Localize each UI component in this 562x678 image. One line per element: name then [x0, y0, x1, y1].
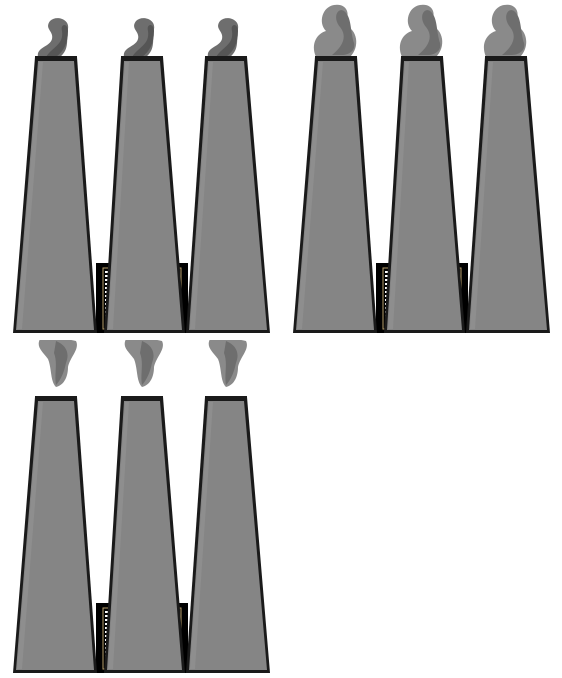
smoke-puff-1: [38, 340, 77, 387]
smokestack-2: [104, 396, 185, 673]
smokestack-frame-3: [10, 340, 280, 678]
smokestack-frame-1: [10, 0, 280, 340]
smokestack-3: [186, 396, 270, 673]
smoke-puff-2: [124, 340, 163, 387]
smoke-shadow: [54, 341, 68, 385]
smokestack-3: [186, 56, 270, 333]
smoke-puff-3: [208, 340, 247, 387]
smokestack-body: [107, 401, 182, 670]
smoke-puff-3: [483, 4, 527, 57]
smokestack-body: [387, 61, 462, 330]
smokestack-rim: [35, 56, 77, 61]
smokestack-1: [13, 396, 97, 673]
smoke-shadow: [216, 25, 238, 57]
smokestack-highlight: [297, 62, 323, 329]
smoke-shadow: [140, 341, 154, 385]
smokestack-rim: [485, 56, 527, 61]
smokestack-body: [107, 61, 182, 330]
smokestack-body: [469, 61, 547, 330]
smoke-shadow: [224, 341, 238, 385]
smoke-puff-2: [399, 4, 443, 57]
smokestack-highlight: [17, 402, 43, 669]
smokestack-highlight: [470, 62, 493, 329]
smokestack-rim: [205, 56, 247, 61]
smoke-shadow: [502, 10, 525, 55]
smokestack-rim: [401, 56, 443, 61]
smokestack-body: [189, 61, 267, 330]
smoke-puff-1: [313, 4, 357, 57]
smokestack-body: [296, 61, 374, 330]
smoke-shadow: [132, 25, 154, 57]
smokestack-2: [104, 56, 185, 333]
smokestack-2: [384, 56, 465, 333]
smokestack-rim: [205, 396, 247, 401]
smokestack-frame-3-graphic: [13, 340, 270, 673]
smokestack-frame-2-graphic: [293, 4, 550, 333]
smokestack-highlight: [190, 62, 213, 329]
smokestack-frame-1-graphic: [13, 18, 270, 333]
smokestack-highlight: [108, 402, 129, 669]
smokestack-1: [293, 56, 377, 333]
smokestack-body: [189, 401, 267, 670]
smokestack-rim: [315, 56, 357, 61]
smokestack-highlight: [190, 402, 213, 669]
smoke-shadow: [332, 10, 355, 55]
smoke-shadow: [418, 10, 441, 55]
smokestack-rim: [121, 396, 163, 401]
smokestack-rim: [35, 396, 77, 401]
smokestack-3: [466, 56, 550, 333]
smokestack-rim: [121, 56, 163, 61]
smokestack-highlight: [108, 62, 129, 329]
smoke-puff-1: [37, 18, 69, 57]
smokestack-1: [13, 56, 97, 333]
smoke-puff-2: [123, 18, 155, 57]
smokestack-highlight: [17, 62, 43, 329]
smokestack-body: [16, 401, 94, 670]
smokestack-highlight: [388, 62, 409, 329]
smoke-shadow: [46, 25, 68, 57]
smokestack-body: [16, 61, 94, 330]
smoke-puff-3: [207, 18, 239, 57]
smokestack-frame-2: [290, 0, 560, 340]
